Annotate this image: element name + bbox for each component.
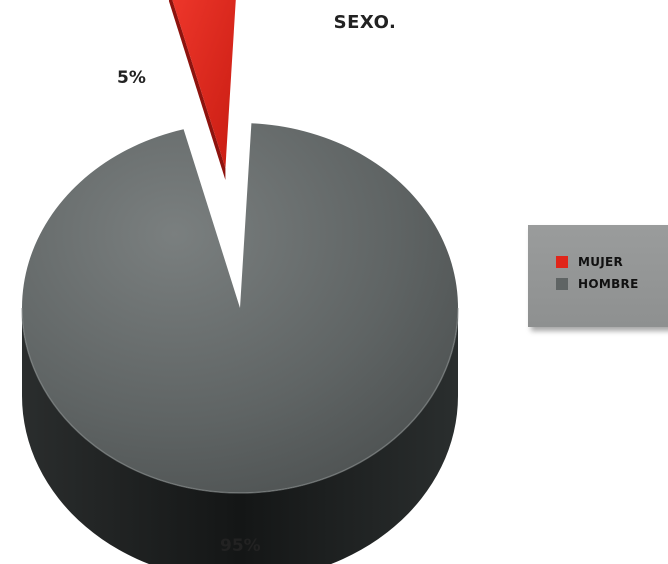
slice-hombre <box>22 123 459 493</box>
data-label-hombre: 95% <box>220 536 261 556</box>
slice-side-hombre <box>22 308 458 564</box>
slice-rim-hombre <box>21 307 459 494</box>
legend-swatch-hombre <box>556 278 568 290</box>
legend-item-mujer: MUJER <box>556 255 623 269</box>
legend: MUJER HOMBRE <box>528 225 668 327</box>
legend-label-hombre: HOMBRE <box>578 277 639 291</box>
legend-swatch-mujer <box>556 256 568 268</box>
legend-label-mujer: MUJER <box>578 255 624 269</box>
chart-title: SEXO. <box>333 12 397 33</box>
slice-side-mujer <box>168 0 226 180</box>
data-label-mujer: 5% <box>117 68 146 88</box>
slice-mujer <box>172 0 236 168</box>
legend-item-hombre: HOMBRE <box>556 277 639 291</box>
